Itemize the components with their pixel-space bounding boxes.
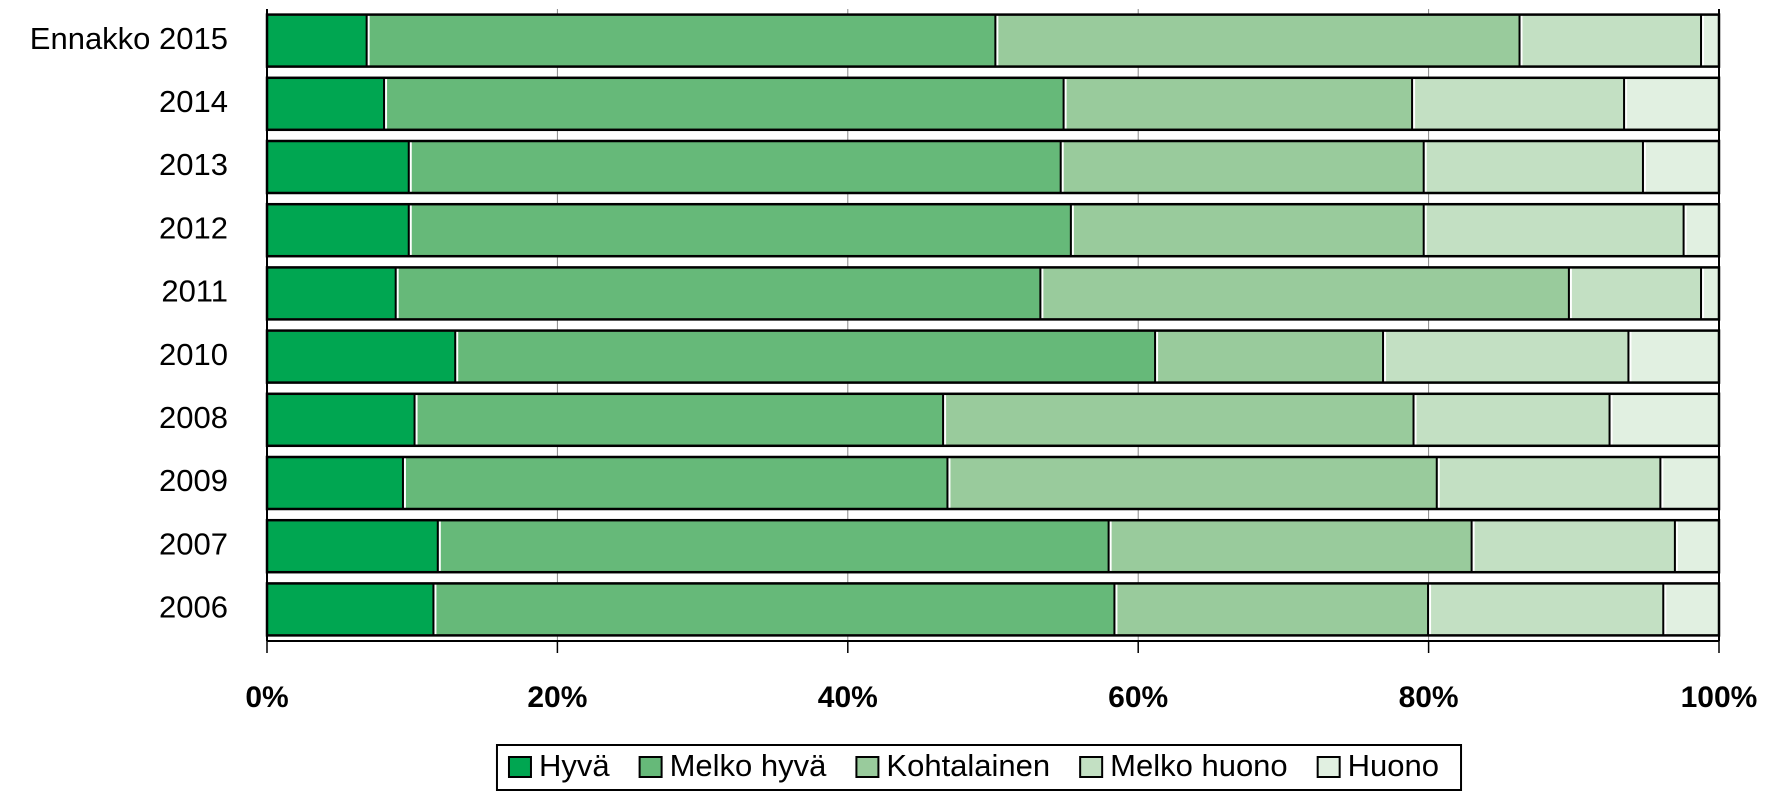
bar-segment (266, 76, 388, 131)
bar-segment (1071, 203, 1427, 258)
y-tick-label: 2014 (159, 84, 228, 119)
legend-label: Kohtalainen (886, 748, 1050, 783)
bar-segment (944, 392, 1417, 447)
bar-segment (1610, 392, 1720, 447)
legend: Hyvä Melko hyvä Kohtalainen Melko huono Huon… (495, 744, 1463, 791)
bar-segment (1413, 76, 1628, 131)
bar-segment (266, 13, 370, 68)
y-tick-label: 2007 (159, 526, 228, 561)
legend-swatch (638, 756, 663, 778)
bar-segment (996, 13, 1523, 68)
y-tick-label: 2009 (159, 463, 228, 498)
bar-segment (1384, 329, 1632, 384)
bar-segment (456, 329, 1159, 384)
bar-segment (409, 203, 1074, 258)
legend-swatch (855, 756, 880, 778)
bar-segment (266, 392, 418, 447)
legend-label: Hyvä (539, 748, 610, 783)
bar-segment (1675, 519, 1720, 574)
bar-segment (266, 329, 459, 384)
bar-segment (1472, 519, 1678, 574)
bar-segment (1414, 392, 1613, 447)
bar-segment (438, 519, 1112, 574)
x-tick-label: 20% (527, 681, 587, 714)
bar-segment (396, 266, 1044, 321)
bar-segment (403, 456, 951, 510)
y-tick-label: 2010 (159, 337, 228, 372)
bar-segment (266, 519, 441, 574)
bar-segment (266, 203, 412, 258)
bar-segment (1702, 266, 1720, 321)
bar-segment (1041, 266, 1572, 321)
bar-segment (1569, 266, 1705, 321)
legend-swatch (1316, 756, 1341, 778)
bar-segment (948, 456, 1440, 510)
x-tick-label: 80% (1399, 681, 1459, 714)
legend-label: Melko hyvä (670, 748, 828, 783)
bar-segment (266, 582, 437, 637)
bar-segment (1061, 140, 1427, 194)
y-tick-label: 2011 (161, 274, 228, 309)
x-tick-label: 40% (818, 681, 878, 714)
bar-segment (1661, 456, 1720, 510)
bars (265, 13, 1721, 637)
x-tick-label: 100% (1681, 681, 1758, 714)
bar-segment (1437, 456, 1664, 510)
bar-segment (1625, 76, 1721, 131)
legend-swatch (1079, 756, 1104, 778)
bar-segment (1424, 140, 1646, 194)
bar-segment (1520, 13, 1705, 68)
bar-segment (1643, 140, 1720, 194)
bar-segment (409, 140, 1064, 194)
y-tick-label: 2013 (159, 147, 228, 182)
legend-label: Huono (1348, 748, 1439, 783)
bar-segment (1109, 519, 1475, 574)
bar-segment (367, 13, 999, 68)
bar-segment (1156, 329, 1387, 384)
bar-segment (266, 456, 406, 510)
bar-segment (1429, 582, 1667, 637)
bar-segment (1064, 76, 1416, 131)
y-tick-label: 2008 (159, 400, 228, 435)
y-tick-label: 2012 (159, 210, 228, 245)
bar-segment (415, 392, 947, 447)
y-tick-label: 2006 (159, 590, 228, 625)
bar-segment (1684, 203, 1721, 258)
legend-label: Melko huono (1110, 748, 1288, 783)
bar-segment (385, 76, 1067, 131)
bar-segment (266, 266, 399, 321)
bar-segment (1115, 582, 1432, 637)
x-tick-label: 0% (245, 681, 288, 714)
x-tick-label: 60% (1108, 681, 1168, 714)
bar-segment (1664, 582, 1720, 637)
y-tick-label: Ennakko 2015 (30, 21, 228, 56)
bar-segment (1629, 329, 1720, 384)
bar-segment (266, 140, 412, 194)
bar-segment (434, 582, 1118, 637)
legend-swatch (507, 756, 532, 778)
bar-segment (1702, 13, 1720, 68)
bar-segment (1424, 203, 1687, 258)
